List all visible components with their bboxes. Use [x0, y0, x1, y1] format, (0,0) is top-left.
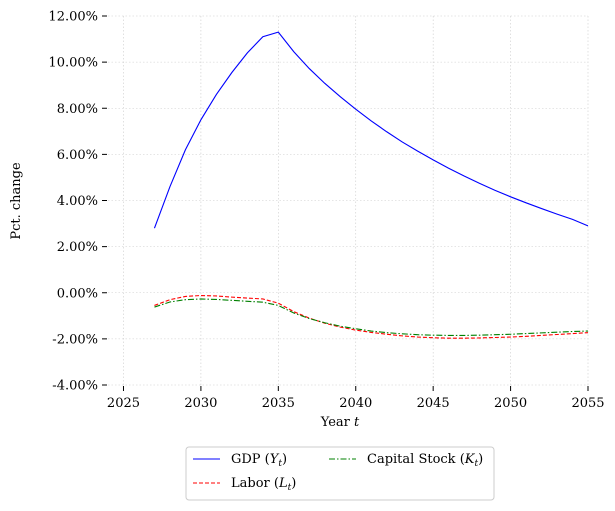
series-lines — [153, 31, 589, 339]
x-tick-label: 2035 — [262, 396, 295, 411]
legend: GDP (Yt) Labor (Lt) Capital Stock (Kt) — [185, 446, 495, 501]
y-tick-label: 10.00% — [48, 56, 98, 71]
x-tick-label: 2055 — [571, 396, 604, 411]
y-tick-label: 6.00% — [57, 148, 98, 163]
y-tick-label: 2.00% — [57, 240, 98, 255]
grid-lines — [108, 15, 589, 386]
y-axis-label: Pct. change — [9, 162, 24, 240]
series-line-1 — [154, 294, 589, 339]
y-tick-label: 12.00% — [48, 10, 98, 25]
series-line-2 — [154, 298, 589, 336]
x-tick-label: 2040 — [339, 396, 372, 411]
y-tick-label: 4.00% — [57, 194, 98, 209]
series-line-0 — [153, 31, 589, 229]
legend-label: GDP (Yt) — [231, 452, 287, 469]
y-tick-label: 0.00% — [57, 286, 98, 301]
axes: -4.00% -2.00% 0.00% 2.00% 4.00% 6.00% 8.00% 10.… — [48, 10, 604, 412]
x-axis-label: Year t — [320, 415, 360, 430]
x-tick-label: 2025 — [107, 396, 140, 411]
legend-label: Labor (Lt) — [231, 476, 296, 493]
x-tick-label: 2030 — [184, 396, 217, 411]
y-tick-label: -2.00% — [52, 332, 98, 347]
x-tick-label: 2045 — [417, 396, 450, 411]
y-tick-label: 8.00% — [57, 102, 98, 117]
x-tick-label: 2050 — [494, 396, 527, 411]
legend-box — [185, 446, 495, 501]
y-tick-label: -4.00% — [52, 379, 98, 394]
legend-label: Capital Stock (Kt) — [367, 452, 483, 469]
